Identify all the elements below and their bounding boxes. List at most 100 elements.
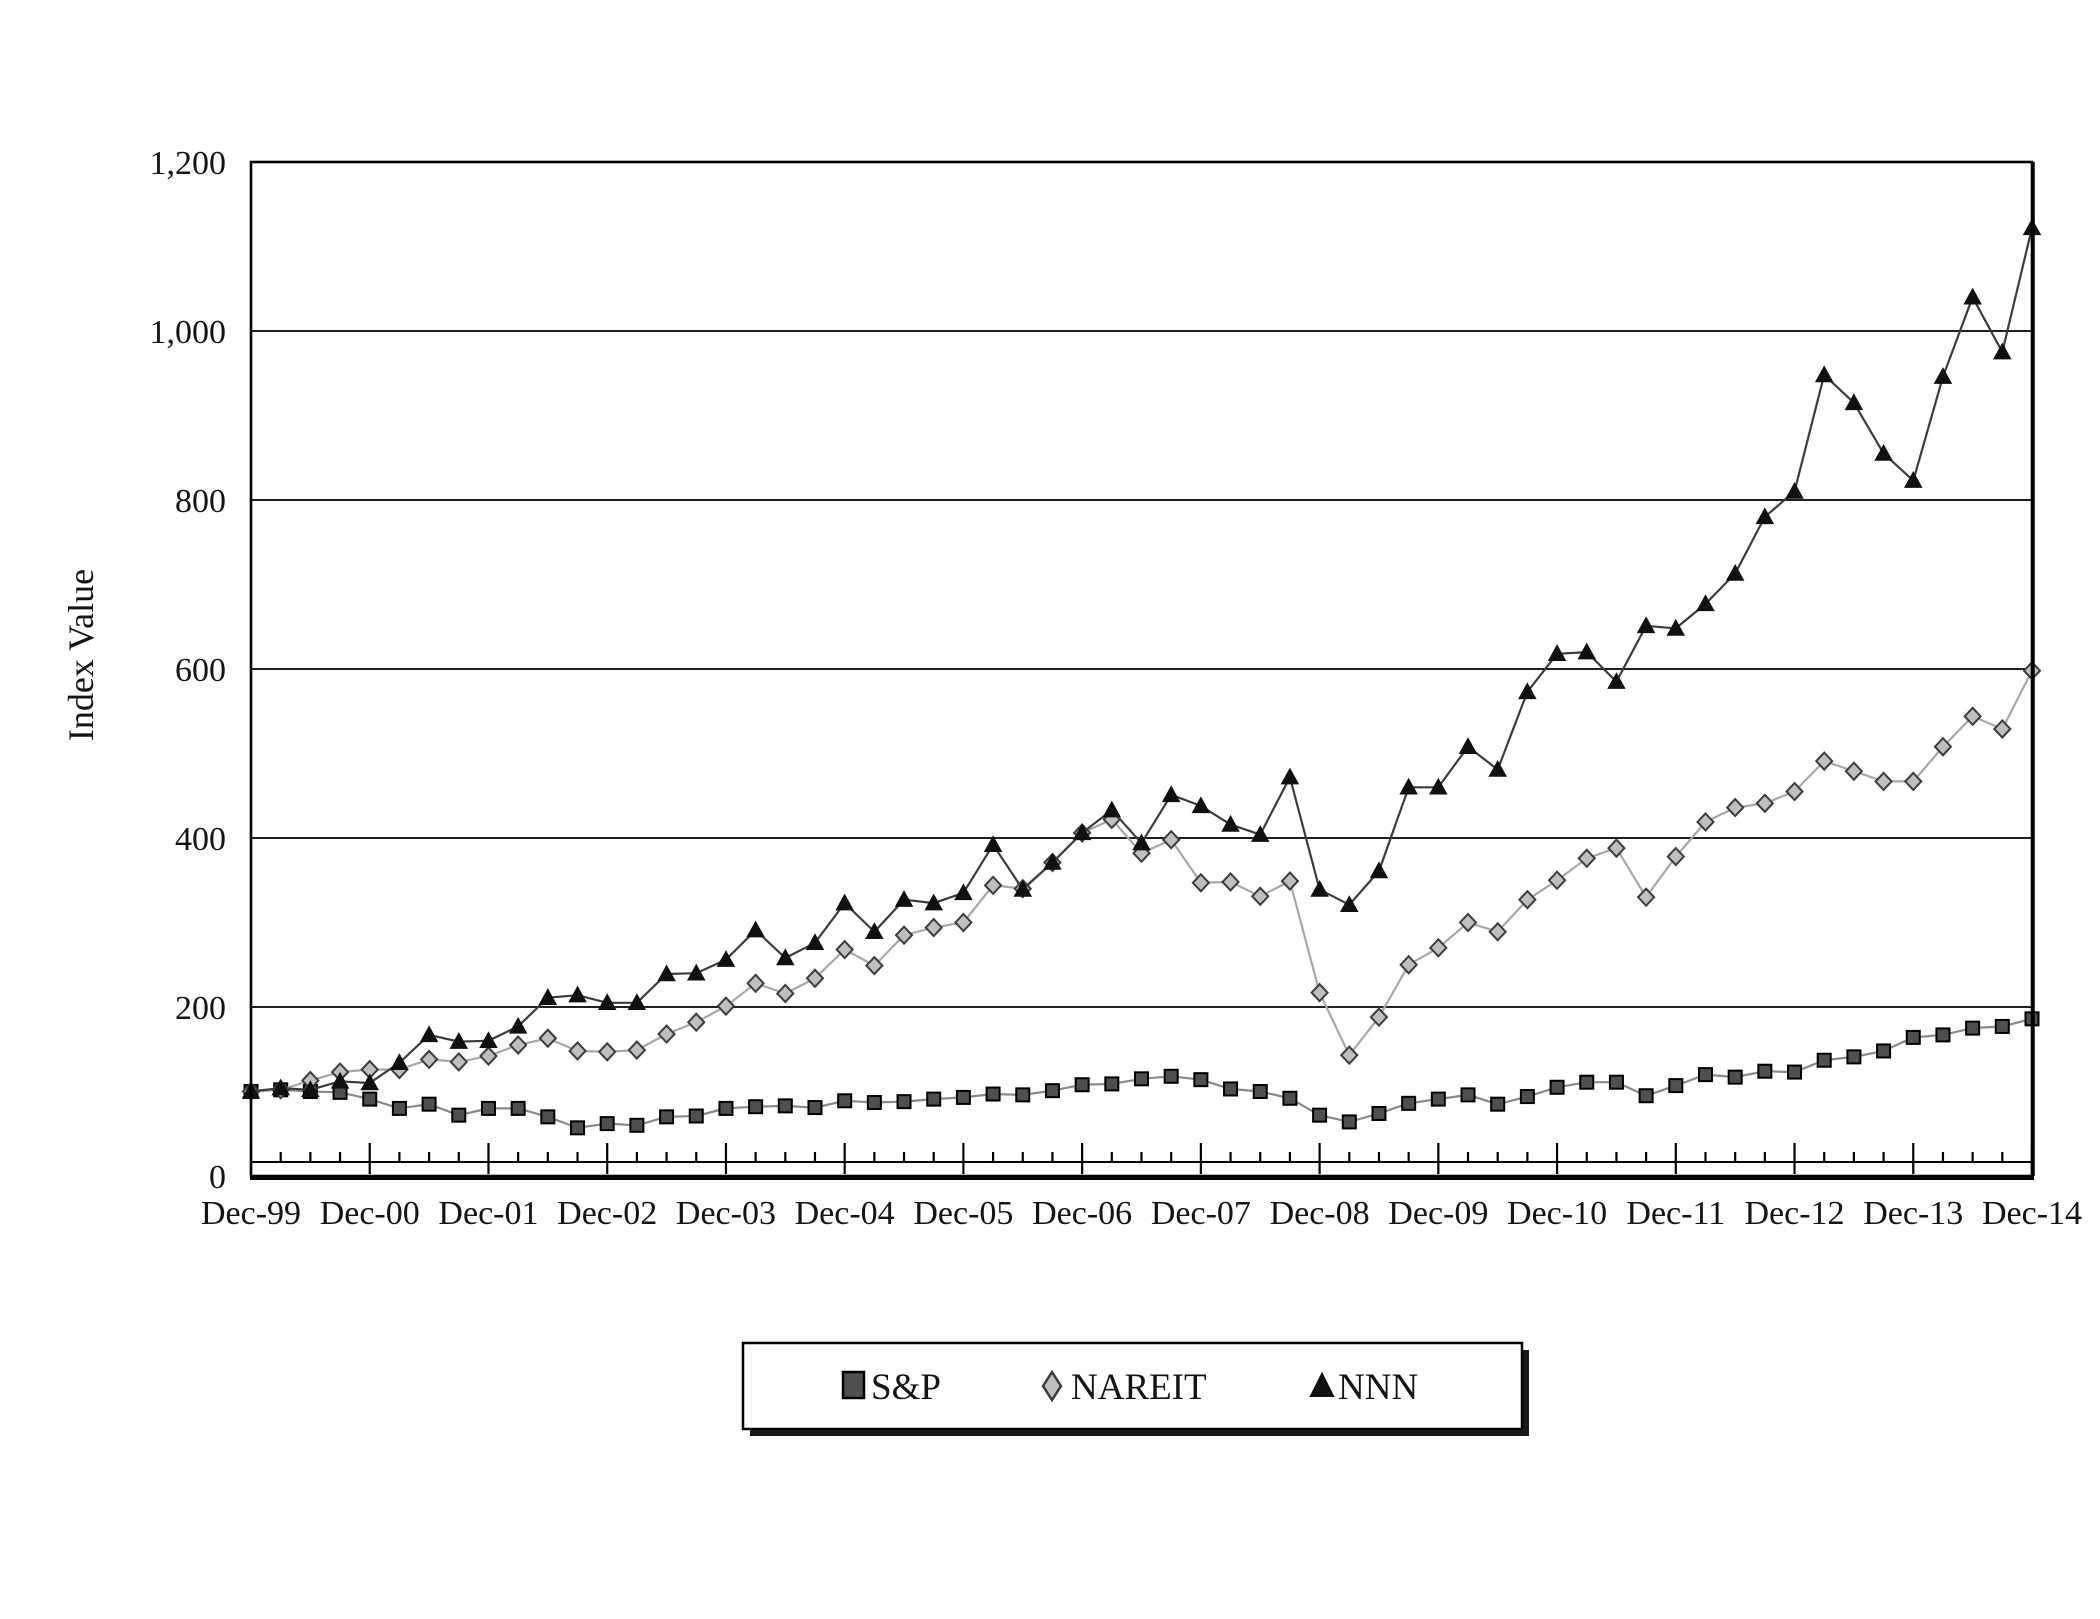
square-marker [1965,1020,1981,1036]
diamond-marker [1280,871,1300,892]
square-marker [1727,1069,1743,1085]
triangle-marker [1072,823,1092,841]
square-marker [837,1093,853,1109]
diamond-marker [1814,751,1834,772]
square-marker [1430,1091,1446,1107]
square-marker [1134,1071,1149,1087]
triangle-marker [1666,618,1686,636]
triangle-marker [1755,507,1775,525]
square-marker [1846,1049,1862,1065]
square-marker [777,1098,793,1114]
diamond-marker [1755,793,1775,814]
y-tick-label: 200 [175,990,226,1027]
y-axis-tick-labels: 0 200 400 600 800 1,000 1,200 [150,145,227,1196]
square-marker [659,1109,675,1125]
legend-box [741,1341,1524,1431]
triangle-marker [597,993,617,1011]
diamond-marker [1458,912,1478,933]
y-tick-label: 600 [175,652,226,689]
diamond-marker [924,917,944,938]
square-marker [1460,1087,1476,1103]
x-tick-label: Dec-06 [1032,1195,1132,1232]
triangle-marker [301,1080,320,1098]
diamond-marker [449,1051,469,1072]
triangle-marker [1310,879,1329,897]
diamond-marker [1161,829,1181,850]
triangle-marker [1577,642,1597,660]
square-marker [1816,1052,1832,1068]
y-tick-label: 1,000 [150,314,227,351]
triangle-marker [1221,814,1240,832]
triangle-marker [865,922,884,940]
diamond-marker [1903,771,1923,792]
triangle-marker [390,1053,409,1071]
diamond-marker [1844,761,1864,782]
triangle-marker [508,1016,528,1034]
diamond-marker [1874,771,1893,792]
triangle-marker [924,893,943,911]
triangle-marker [330,1071,350,1089]
triangle-marker [1458,737,1478,754]
square-marker [540,1109,556,1125]
triangle-marker [1725,563,1745,581]
legend-sp-square-icon [841,1370,866,1400]
square-marker [1193,1072,1209,1088]
square-marker [1341,1114,1357,1130]
x-tick-label: Dec-01 [438,1195,538,1232]
diamond-marker [954,912,973,933]
square-marker [718,1100,734,1116]
square-marker [748,1099,764,1115]
x-tick-label: Dec-13 [1863,1195,1963,1232]
triangle-marker [1369,861,1389,879]
diamond-marker [686,1012,706,1033]
square-marker [451,1107,467,1123]
square-marker [926,1091,942,1107]
triangle-marker [1340,895,1359,913]
square-marker [1579,1074,1595,1090]
triangle-marker [835,893,854,911]
diamond-marker [568,1040,587,1061]
x-tick-label: Dec-11 [1626,1195,1725,1232]
square-marker [1608,1074,1624,1090]
diamond-marker [1221,871,1240,892]
x-tick-label: Dec-12 [1745,1195,1845,1232]
x-tick-label: Dec-05 [913,1195,1013,1232]
diamond-marker [1250,886,1270,907]
diamond-marker [657,1024,676,1044]
legend-nareit-diamond-icon [1041,1369,1063,1403]
square-marker [1697,1067,1713,1083]
triangle-marker [1933,367,1953,384]
square-marker [985,1086,1001,1102]
x-tick-label: Dec-04 [795,1195,895,1232]
square-marker [421,1096,437,1112]
triangle-marker [1963,287,1982,305]
square-marker [1163,1068,1179,1084]
diamond-marker [864,955,884,976]
triangle-marker [271,1078,290,1096]
square-marker [1905,1029,1921,1045]
diamond-marker [419,1049,439,1070]
plot-frame [249,160,2035,1180]
legend: S&P NAREIT NNN [741,1341,1529,1436]
square-marker [629,1117,645,1133]
square-marker [1876,1043,1892,1059]
triangle-marker [1844,393,1864,411]
triangle-marker [1399,777,1418,795]
legend-nareit-label: NAREIT [1071,1367,1207,1408]
triangle-marker [419,1025,439,1043]
x-tick-label: Dec-09 [1388,1195,1488,1232]
square-marker [1371,1105,1387,1121]
square-marker [1935,1027,1951,1043]
square-marker [1252,1084,1268,1099]
triangle-marker [1636,616,1656,634]
triangle-marker [1102,800,1122,818]
triangle-marker [1874,443,1893,461]
square-marker [599,1116,615,1132]
series-line [250,227,2034,1093]
triangle-marker [1013,879,1033,897]
triangle-marker [360,1073,380,1091]
gridlines [251,330,2032,1008]
x-tick-label: Dec-08 [1270,1195,1370,1232]
